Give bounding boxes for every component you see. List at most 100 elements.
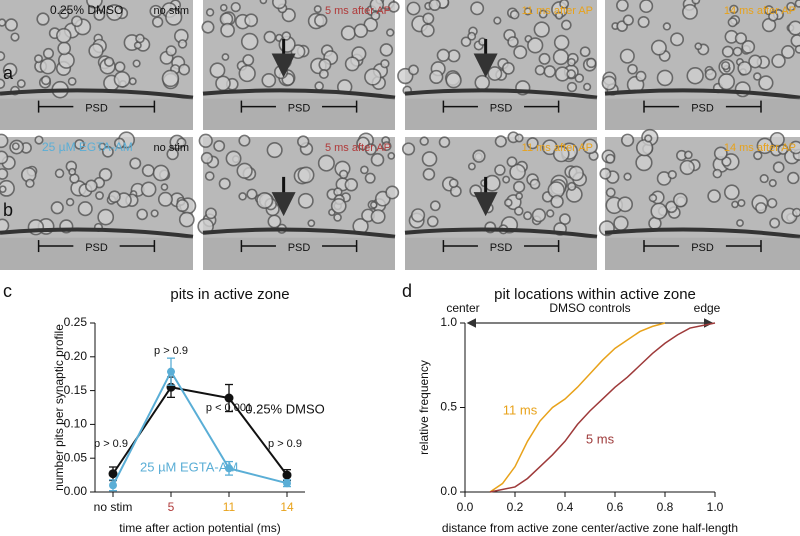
chart-title: pits in active zone — [170, 286, 289, 303]
vesicle — [501, 61, 515, 75]
series-label: 25 µM EGTA-AM — [140, 459, 238, 474]
y-axis-label: relative frequency — [417, 360, 431, 455]
membrane — [404, 88, 598, 100]
vesicle — [221, 53, 230, 61]
caption: no stim — [154, 5, 189, 17]
vesicle — [789, 140, 800, 155]
panel-label: a — [3, 63, 14, 83]
vesicle — [513, 180, 526, 193]
vesicle — [422, 12, 435, 25]
vesicle — [0, 185, 7, 193]
vesicle — [737, 198, 746, 208]
x-tick-label: 1.0 — [707, 500, 724, 514]
vesicle — [682, 3, 698, 20]
vesicle — [777, 144, 789, 155]
vesicle — [755, 202, 767, 214]
vesicle — [467, 31, 477, 41]
y-axis-label: number pits per synaptic profile — [52, 324, 66, 491]
vesicle — [50, 201, 64, 215]
vesicle — [445, 72, 462, 89]
vesicle — [132, 59, 141, 68]
vesicle — [792, 207, 800, 218]
vesicle — [568, 165, 584, 182]
marker — [109, 481, 117, 490]
vesicle — [272, 0, 287, 10]
vesicle — [353, 23, 369, 38]
vesicle — [650, 202, 668, 220]
vesicle — [381, 141, 392, 152]
vesicle — [281, 31, 292, 41]
vesicle — [108, 190, 121, 204]
psd-label: PSD — [490, 103, 513, 115]
x-tick-label: 0.6 — [607, 500, 624, 514]
vesicle — [720, 61, 731, 71]
vesicle — [67, 76, 77, 86]
vesicle — [672, 192, 688, 208]
vesicle — [721, 45, 734, 58]
vesicle — [135, 33, 145, 44]
vesicle — [178, 211, 195, 228]
x-tick-label: no stim — [94, 500, 133, 514]
vesicle — [340, 25, 356, 41]
vesicle — [0, 51, 6, 62]
vesicle — [157, 191, 173, 207]
caption: 11 ms after AP — [522, 142, 593, 154]
arrow-label: center — [446, 301, 479, 315]
vesicle — [559, 0, 570, 9]
vesicle — [141, 164, 155, 178]
vesicle — [533, 21, 550, 38]
vesicle — [538, 9, 548, 19]
vesicle — [370, 209, 386, 225]
vesicle — [550, 194, 564, 209]
x-tick-label: 0.8 — [657, 500, 674, 514]
vesicle — [58, 8, 70, 20]
arrow-label: edge — [694, 301, 721, 315]
lower-cell — [0, 98, 193, 130]
vesicle — [106, 4, 123, 21]
vesicle — [201, 20, 215, 34]
vesicle — [218, 177, 231, 190]
vesicle — [256, 192, 274, 210]
vesicle — [4, 18, 18, 32]
caption: 14 ms after AP — [724, 142, 796, 154]
vesicle — [767, 197, 778, 209]
vesicle — [84, 179, 98, 193]
vesicle — [215, 75, 231, 92]
vesicle — [627, 63, 638, 75]
vesicle — [95, 191, 104, 200]
series-line — [112, 369, 288, 486]
vesicle — [515, 192, 524, 201]
vesicle — [648, 193, 658, 203]
vesicle — [16, 79, 26, 89]
y-tick-label: 0.5 — [440, 400, 457, 414]
membrane — [202, 88, 396, 100]
x-tick-label: 0.2 — [507, 500, 524, 514]
membrane — [0, 227, 194, 239]
vesicle — [205, 8, 215, 17]
vesicle — [493, 16, 502, 25]
vesicle — [313, 5, 322, 14]
vesicle — [261, 72, 277, 88]
vesicle — [554, 11, 564, 20]
vesicle — [622, 14, 634, 26]
vesicle — [42, 47, 55, 59]
vesicle — [297, 192, 314, 209]
vesicle — [567, 57, 576, 67]
vesicle — [198, 133, 213, 148]
vesicle — [344, 56, 360, 72]
vesicle — [10, 32, 20, 42]
vesicle — [98, 167, 113, 182]
vesicle — [487, 66, 503, 81]
x-tick-label: 11 — [223, 500, 236, 514]
vesicle — [748, 54, 763, 69]
vesicle — [759, 173, 769, 184]
y-tick-label: 0.00 — [64, 484, 88, 498]
vesicle — [683, 150, 693, 160]
vesicle — [25, 178, 35, 189]
vesicle — [526, 137, 539, 150]
vesicle — [98, 142, 107, 151]
vesicle — [177, 39, 188, 49]
vesicle — [507, 36, 519, 48]
vesicle — [637, 15, 650, 29]
vesicle — [387, 152, 396, 160]
